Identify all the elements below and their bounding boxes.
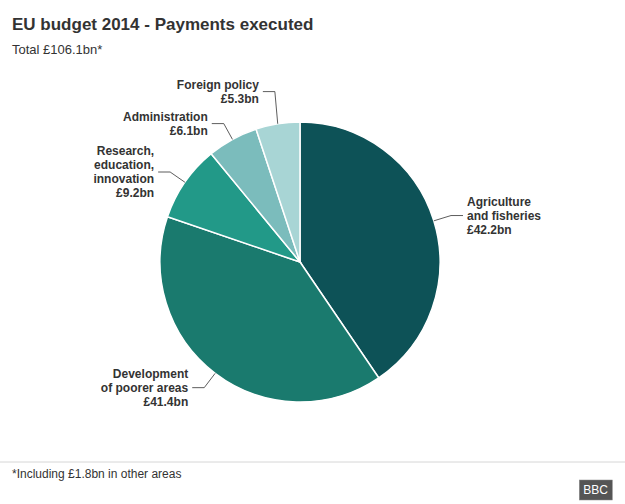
chart: EU budget 2014 - Payments executed Total … <box>0 0 625 504</box>
leader-line <box>158 172 185 182</box>
data-label: £42.2bn <box>467 223 512 237</box>
slice-label: Administration <box>123 110 208 124</box>
leader-line <box>192 373 215 387</box>
separator <box>0 462 625 463</box>
pie <box>160 122 440 402</box>
slice-label: Research,education,innovation <box>93 144 154 186</box>
footnote: *Including £1.8bn in other areas <box>12 467 181 481</box>
data-label: £6.1bn <box>170 124 208 138</box>
leader-line <box>434 216 463 221</box>
slice-label: Agricultureand fisheries <box>467 195 541 223</box>
data-label: £41.4bn <box>144 395 189 409</box>
subtitle: Total £106.1bn* <box>12 42 102 57</box>
chart-container: EU budget 2014 - Payments executed Total … <box>0 0 625 504</box>
background <box>0 0 625 504</box>
slice-label: Developmentof poorer areas <box>101 367 189 395</box>
pie-slice <box>256 122 300 262</box>
leader-line <box>212 124 233 140</box>
source-badge: BBC <box>579 480 612 500</box>
source-box <box>579 480 612 500</box>
data-label: £9.2bn <box>116 186 154 200</box>
title: EU budget 2014 - Payments executed <box>12 15 313 34</box>
source-label: BBC <box>583 483 608 497</box>
slice-label: Foreign policy <box>177 78 259 92</box>
data-label: £5.3bn <box>221 92 259 106</box>
leader-line <box>263 92 278 124</box>
labels: Agricultureand fisheries£42.2bn Developme… <box>93 78 541 409</box>
